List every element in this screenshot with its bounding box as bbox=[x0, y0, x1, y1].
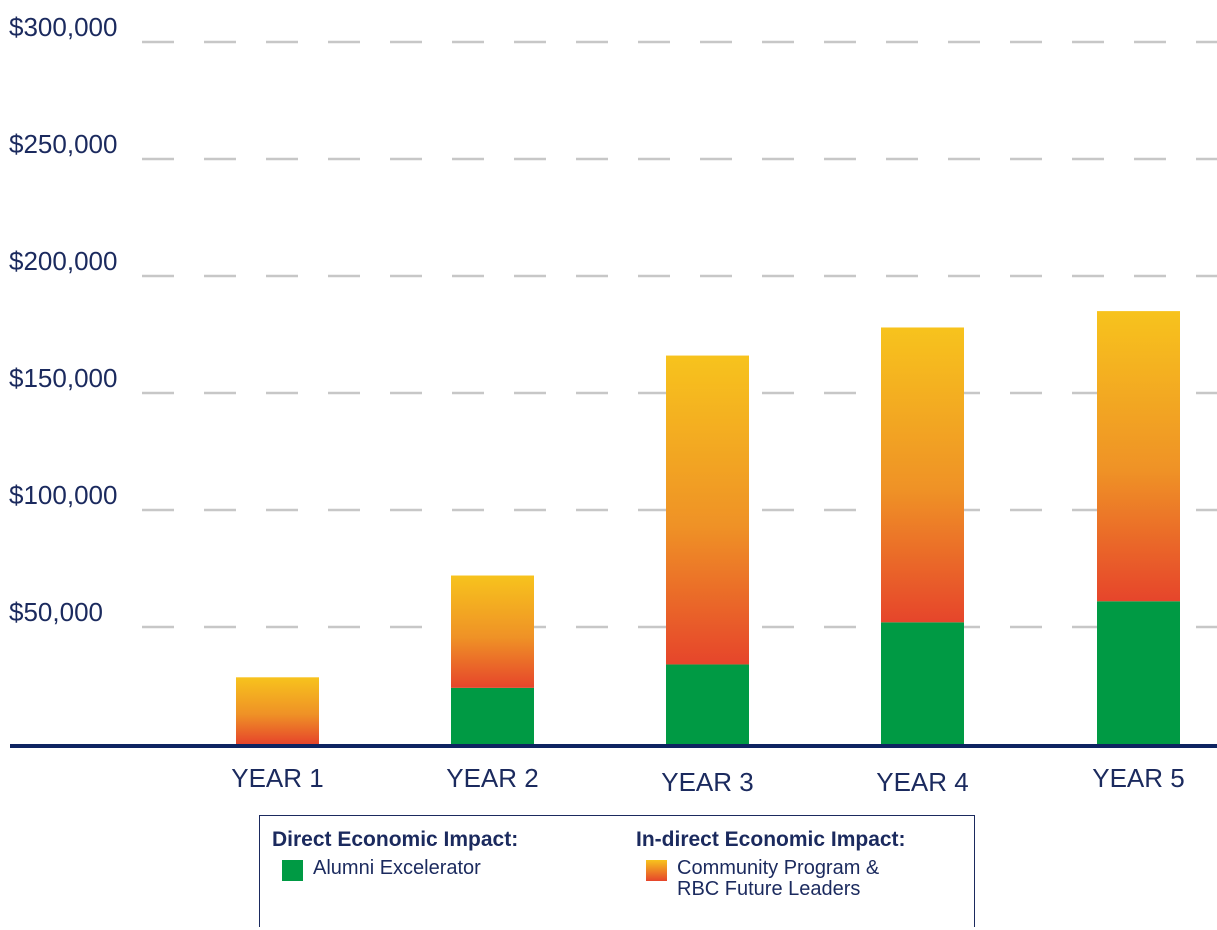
bars bbox=[236, 311, 1180, 744]
legend-group-direct: Direct Economic Impact: Alumni Excelerat… bbox=[272, 828, 518, 881]
x-tick-label: YEAR 3 bbox=[661, 767, 754, 797]
y-tick-label: $300,000 bbox=[9, 12, 117, 42]
legend-group-indirect: In-direct Economic Impact: Community Pro… bbox=[636, 828, 906, 900]
legend-label-alumni-excelerator: Alumni Excelerator bbox=[313, 857, 481, 879]
bar-direct-segment bbox=[666, 664, 749, 744]
bar-direct-segment bbox=[881, 622, 964, 744]
legend: Direct Economic Impact: Alumni Excelerat… bbox=[259, 815, 975, 927]
y-tick-label: $100,000 bbox=[9, 480, 117, 510]
legend-swatch-gradient bbox=[646, 860, 667, 881]
x-tick-label: YEAR 2 bbox=[446, 763, 539, 793]
legend-entry-alumni-excelerator: Alumni Excelerator bbox=[282, 858, 518, 881]
bar-indirect-segment bbox=[1097, 311, 1180, 602]
legend-title-direct: Direct Economic Impact: bbox=[272, 828, 519, 851]
legend-label-community-program: Community Program & RBC Future Leaders bbox=[677, 857, 880, 900]
bar-indirect-segment bbox=[236, 677, 319, 744]
bar-indirect-segment bbox=[451, 575, 534, 688]
x-tick-label: YEAR 5 bbox=[1092, 763, 1185, 793]
legend-entry-community-program: Community Program & RBC Future Leaders bbox=[646, 858, 906, 900]
grid-lines bbox=[142, 40, 1217, 629]
y-tick-label: $250,000 bbox=[9, 129, 117, 159]
x-axis-tick-labels: YEAR 1 YEAR 2 YEAR 3 YEAR 4 YEAR 5 bbox=[231, 763, 1185, 797]
bar-direct-segment bbox=[451, 687, 534, 744]
x-tick-label: YEAR 1 bbox=[231, 763, 324, 793]
bar-indirect-segment bbox=[881, 327, 964, 623]
y-tick-label: $50,000 bbox=[9, 597, 103, 627]
y-tick-label: $200,000 bbox=[9, 246, 117, 276]
x-tick-label: YEAR 4 bbox=[876, 767, 969, 797]
bar-direct-segment bbox=[1097, 601, 1180, 744]
y-tick-label: $150,000 bbox=[9, 363, 117, 393]
legend-swatch-green bbox=[282, 860, 303, 881]
y-axis-tick-labels: $50,000 $100,000 $150,000 $200,000 $250,000 $… bbox=[9, 12, 117, 627]
bar-indirect-segment bbox=[666, 355, 749, 665]
legend-title-indirect: In-direct Economic Impact: bbox=[636, 828, 906, 851]
